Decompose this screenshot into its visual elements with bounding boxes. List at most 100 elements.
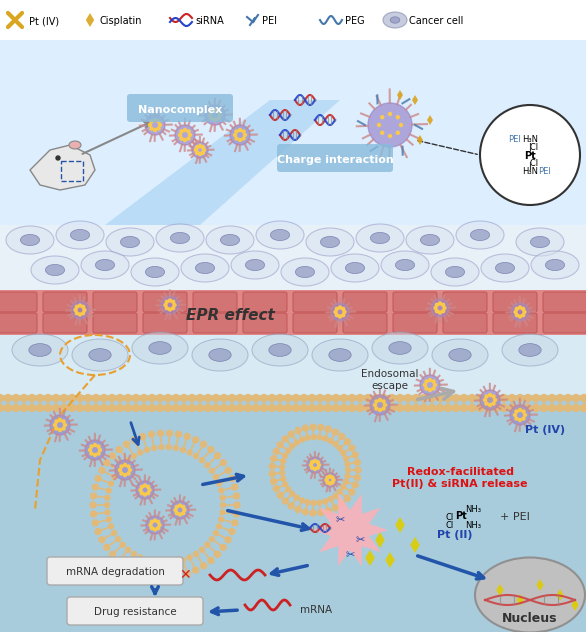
Circle shape: [343, 479, 349, 484]
Circle shape: [334, 310, 337, 313]
Circle shape: [340, 394, 347, 401]
Circle shape: [277, 394, 284, 401]
Text: H₃N: H₃N: [522, 135, 538, 145]
Circle shape: [564, 404, 571, 411]
Text: EPR effect: EPR effect: [186, 308, 274, 322]
Circle shape: [383, 403, 387, 406]
Circle shape: [364, 404, 372, 411]
Circle shape: [352, 452, 358, 458]
FancyBboxPatch shape: [127, 94, 233, 122]
Circle shape: [205, 404, 212, 411]
Circle shape: [180, 130, 183, 133]
Circle shape: [172, 394, 179, 401]
Circle shape: [210, 117, 213, 120]
Circle shape: [53, 394, 60, 401]
Circle shape: [493, 399, 496, 401]
Circle shape: [187, 555, 192, 560]
Circle shape: [511, 303, 529, 321]
Text: Drug resistance: Drug resistance: [94, 607, 176, 617]
Circle shape: [156, 520, 159, 523]
Circle shape: [377, 123, 380, 126]
Circle shape: [373, 394, 380, 401]
Circle shape: [184, 434, 190, 439]
Circle shape: [166, 430, 172, 436]
Circle shape: [307, 457, 323, 473]
Circle shape: [213, 119, 216, 121]
Circle shape: [428, 389, 431, 391]
Ellipse shape: [390, 17, 400, 23]
Circle shape: [349, 394, 356, 401]
Circle shape: [59, 418, 62, 422]
Circle shape: [144, 484, 146, 487]
Circle shape: [515, 313, 519, 317]
Circle shape: [36, 404, 43, 411]
Circle shape: [175, 431, 182, 437]
Circle shape: [381, 131, 384, 134]
Ellipse shape: [331, 254, 379, 282]
Circle shape: [95, 528, 101, 535]
Circle shape: [115, 460, 135, 480]
Circle shape: [295, 506, 301, 513]
Ellipse shape: [471, 229, 489, 241]
Circle shape: [396, 131, 399, 134]
Circle shape: [428, 404, 435, 411]
Circle shape: [253, 394, 260, 401]
Circle shape: [332, 478, 335, 482]
Circle shape: [174, 509, 177, 511]
Circle shape: [124, 394, 131, 401]
Circle shape: [339, 501, 345, 507]
Circle shape: [150, 120, 153, 123]
Circle shape: [120, 472, 123, 475]
Circle shape: [195, 149, 197, 152]
Circle shape: [452, 394, 459, 401]
Circle shape: [341, 484, 346, 489]
Ellipse shape: [372, 332, 428, 364]
Ellipse shape: [149, 342, 171, 355]
Circle shape: [208, 447, 214, 453]
Ellipse shape: [406, 226, 454, 254]
Circle shape: [461, 394, 468, 401]
Circle shape: [288, 431, 294, 437]
Circle shape: [242, 130, 245, 133]
Text: ✂: ✂: [345, 550, 355, 560]
Circle shape: [389, 404, 396, 411]
Circle shape: [91, 511, 97, 517]
Polygon shape: [86, 13, 94, 27]
Circle shape: [71, 301, 89, 319]
Ellipse shape: [131, 258, 179, 286]
Circle shape: [45, 404, 52, 411]
Circle shape: [311, 461, 314, 464]
Ellipse shape: [192, 339, 248, 371]
Circle shape: [165, 404, 172, 411]
Circle shape: [452, 404, 459, 411]
Circle shape: [286, 448, 291, 453]
Circle shape: [62, 420, 65, 423]
Circle shape: [200, 441, 207, 447]
Circle shape: [289, 491, 295, 496]
Circle shape: [339, 434, 345, 439]
Circle shape: [573, 394, 580, 401]
Ellipse shape: [502, 334, 558, 366]
Circle shape: [332, 505, 338, 511]
Circle shape: [434, 307, 437, 310]
Circle shape: [196, 145, 199, 149]
Text: ✕: ✕: [179, 568, 191, 582]
FancyBboxPatch shape: [393, 292, 437, 312]
Ellipse shape: [519, 344, 541, 356]
Circle shape: [171, 501, 189, 519]
Circle shape: [124, 473, 127, 477]
Circle shape: [522, 410, 525, 413]
Polygon shape: [397, 90, 403, 100]
Text: Cl: Cl: [522, 159, 538, 169]
Circle shape: [244, 133, 247, 137]
Circle shape: [159, 445, 164, 449]
Circle shape: [533, 394, 540, 401]
Circle shape: [524, 394, 532, 401]
Text: H₃N: H₃N: [522, 167, 538, 176]
Circle shape: [308, 394, 315, 401]
Circle shape: [125, 547, 131, 552]
Circle shape: [154, 128, 156, 131]
Circle shape: [220, 544, 226, 550]
Text: Cl: Cl: [522, 143, 538, 152]
Text: Endosomal
escape: Endosomal escape: [361, 369, 419, 391]
